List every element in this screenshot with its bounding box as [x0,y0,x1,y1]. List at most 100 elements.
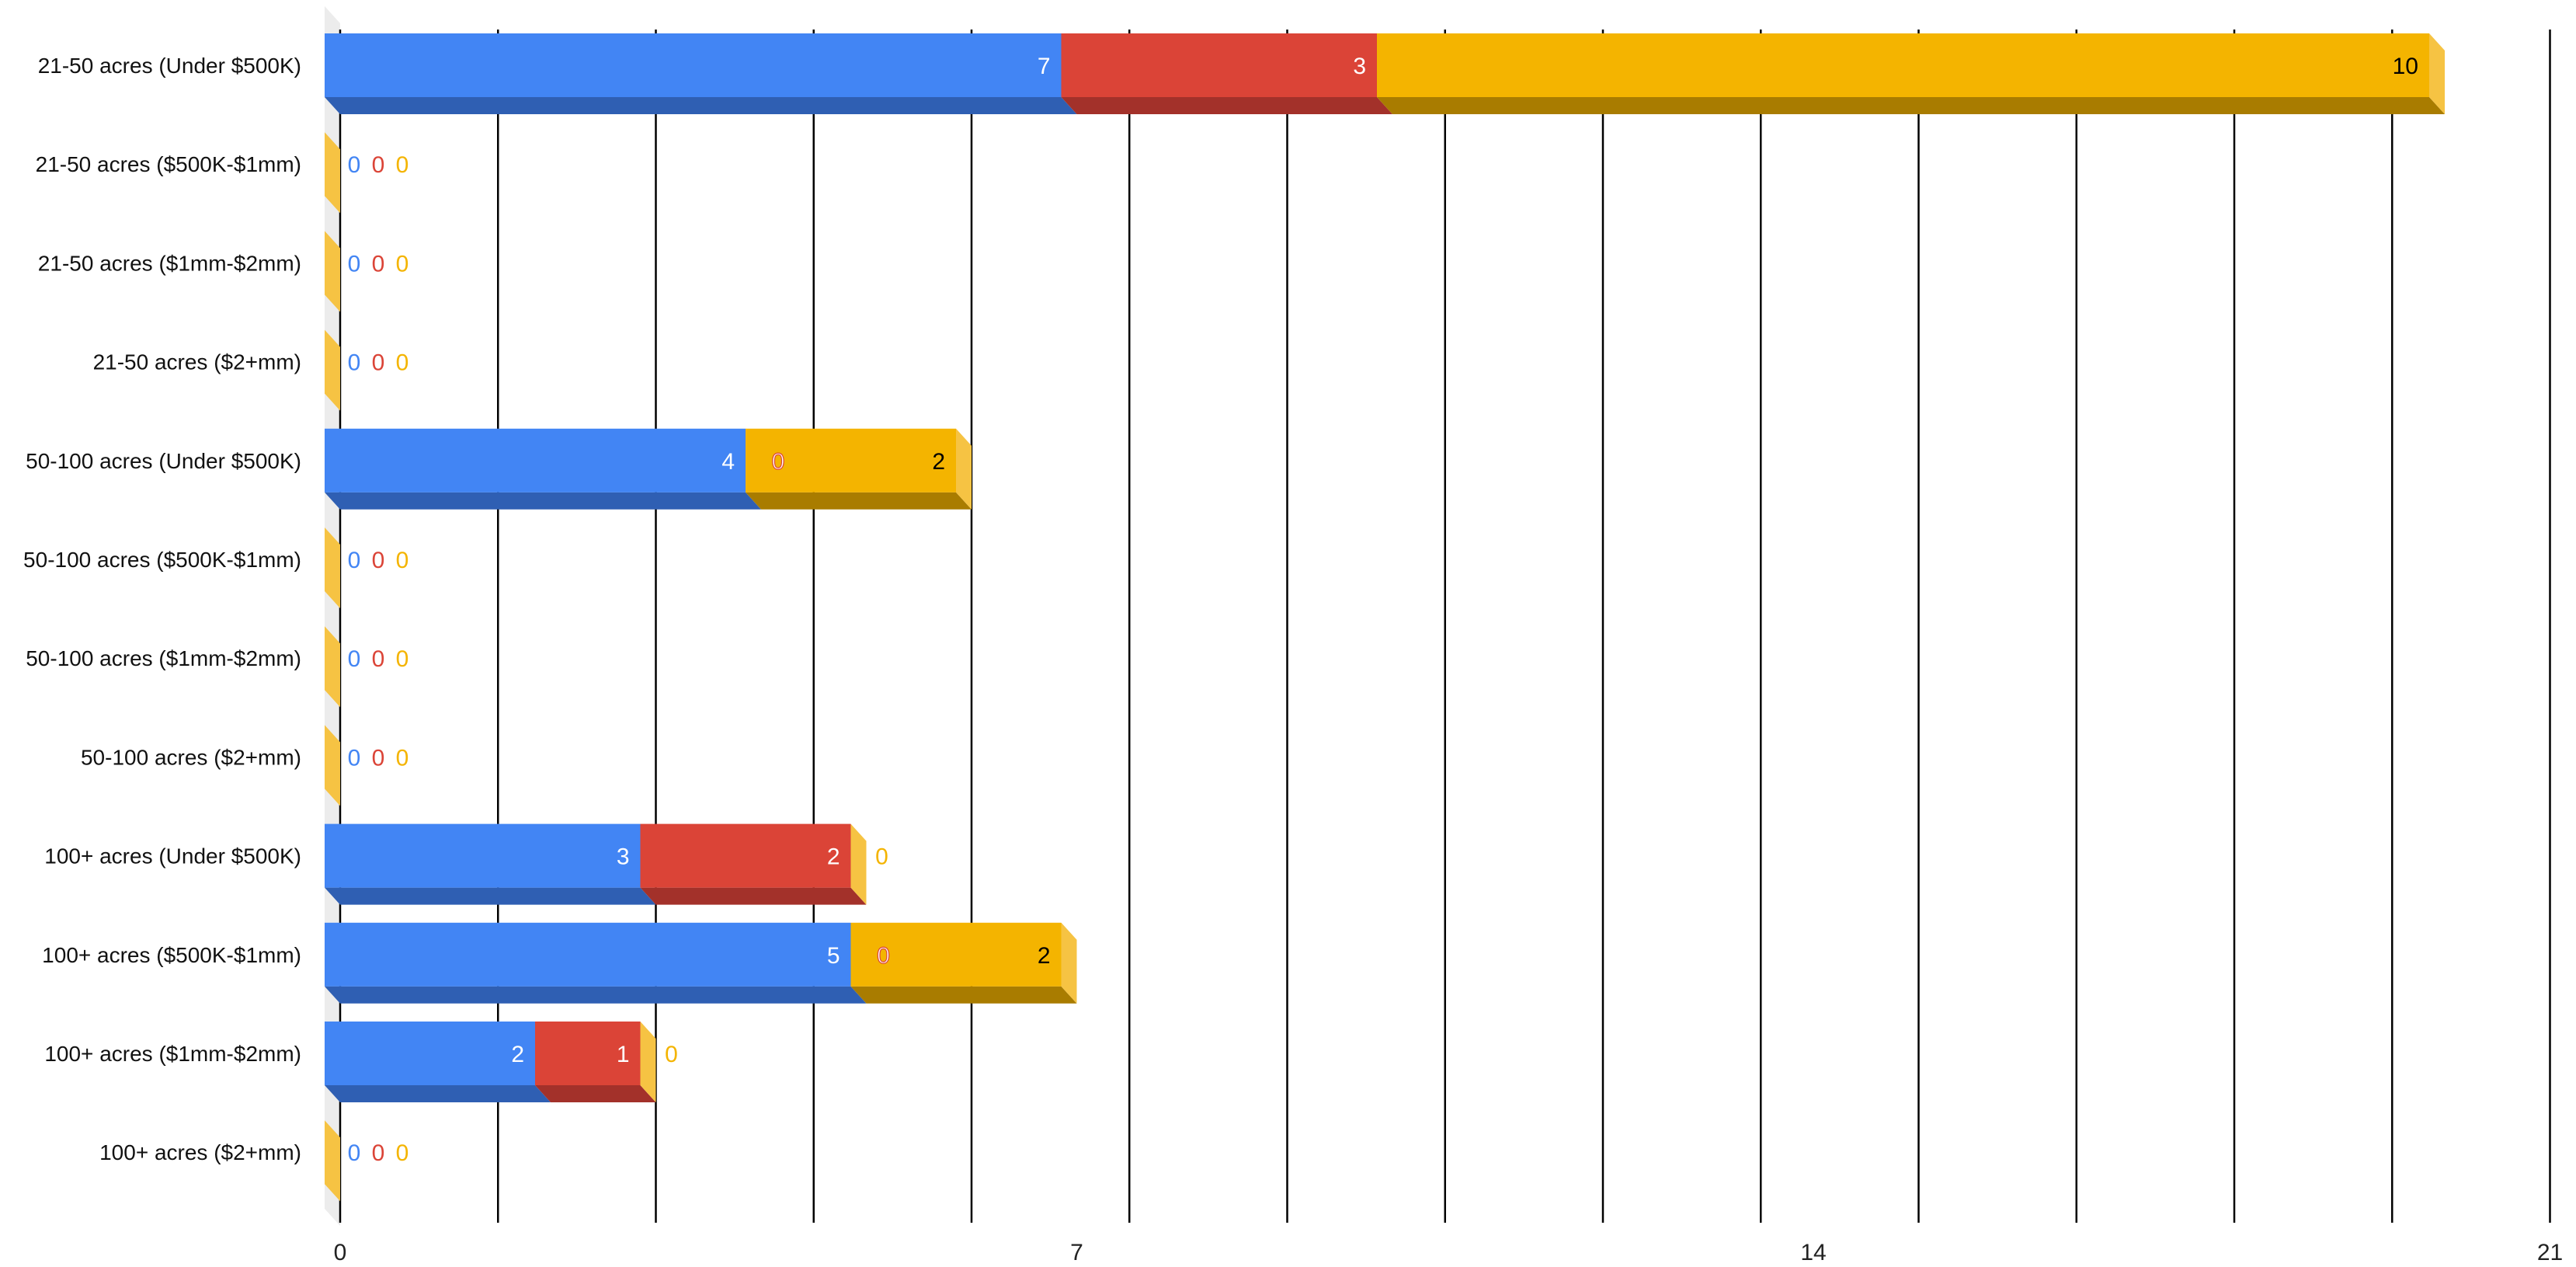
y-category-label: 50-100 acres ($500K-$1mm) [23,548,301,572]
bar-end-cap [1061,922,1077,1004]
bar-end-cap [850,823,867,905]
bar-segment [325,1022,535,1085]
bar-segment-depth [325,887,656,905]
bar-zero-sliver [325,231,340,312]
bar-value-label: 7 [1038,54,1051,79]
bar-zero-sliver [325,329,340,411]
bar-zero-label: 0 [372,646,385,672]
bar-zero-label: 0 [372,1140,385,1166]
bar-value-label: 10 [2393,54,2418,79]
bar-segment [746,428,956,493]
bar-zero-sliver [325,1120,340,1202]
bar-zero-label: 0 [348,745,361,771]
y-category-label: 100+ acres ($2+mm) [99,1140,301,1164]
bar-zero-label: 0 [348,251,361,277]
bar-segment-depth [746,492,972,510]
y-category-label: 50-100 acres (Under $500K) [26,449,301,473]
bar-segment-depth [535,1085,656,1102]
bar-zero-label: 0 [772,449,785,475]
bar-segment [535,1022,641,1085]
chart-left-wall [325,6,340,1226]
x-gridlines [339,30,2551,1223]
y-category-label: 21-50 acres ($2+mm) [93,350,301,374]
x-tick-label: 0 [334,1240,347,1263]
bar-end-cap [956,428,972,510]
y-category-label: 100+ acres (Under $500K) [44,844,301,868]
bar-segment-depth [1377,97,2445,114]
y-category-label: 21-50 acres (Under $500K) [38,54,301,78]
bar-zero-label: 0 [348,350,361,376]
bar-segment [325,922,851,987]
bar-zero-label: 0 [875,844,888,870]
bar-row: 7 3 10 [325,33,2445,114]
bar-segment-depth [325,1085,551,1102]
x-tick-label: 21 [2537,1240,2563,1263]
bar-zero-label: 0 [348,1140,361,1166]
bar-zero-label: 0 [396,745,409,771]
bar-value-label: 2 [827,844,840,870]
bar-zero-label: 0 [372,251,385,277]
bar-segment [325,823,641,888]
bar-row: 4 2 0 [325,428,972,510]
y-axis-labels: 21-50 acres (Under $500K) 21-50 acres ($5… [23,54,301,1164]
y-category-label: 50-100 acres ($1mm-$2mm) [26,646,301,670]
x-tick-label: 14 [1800,1240,1826,1263]
bar-end-cap [2429,33,2445,114]
bar-zero-label: 0 [372,745,385,771]
bar-segment-depth [1061,97,1392,114]
bar-zero-label: 0 [372,350,385,376]
bar-segment-depth [325,97,1077,114]
bar-end-cap [640,1022,656,1102]
y-category-label: 100+ acres ($500K-$1mm) [42,943,301,967]
bar-zero-label: 0 [396,152,409,178]
bar-value-label: 2 [511,1042,524,1067]
bar-zero-sliver [325,626,340,708]
y-category-label: 21-50 acres ($1mm-$2mm) [38,251,301,275]
bar-zero-sliver [325,527,340,608]
bar-zero-label: 0 [665,1042,678,1067]
bar-value-label: 2 [1038,943,1051,969]
bar-value-label: 5 [827,943,840,969]
bar-segment [325,428,746,493]
bar-zero-label: 0 [396,251,409,277]
bar-value-label: 1 [617,1042,630,1067]
bar-row: 3 2 0 [325,823,888,905]
bar-zero-label: 0 [372,548,385,573]
bar-value-label: 4 [721,449,735,475]
bar-zero-sliver [325,132,340,214]
bar-zero-label: 0 [348,152,361,178]
bar-zero-label: 0 [877,943,890,969]
bar-zero-label: 0 [396,350,409,376]
bar-value-label: 3 [1353,54,1366,79]
bar-zero-label: 0 [396,1140,409,1166]
x-tick-label: 7 [1070,1240,1083,1263]
bar-series: 7 3 100 0 00 0 00 0 04 200 0 00 0 00 0 03 2 05 202 1 00 0 0 [325,33,2445,1202]
bar-segment-depth [850,986,1077,1004]
bar-zero-label: 0 [348,548,361,573]
bar-value-label: 3 [617,844,630,870]
bar-row: 5 2 0 [325,922,1077,1004]
bar-zero-label: 0 [348,646,361,672]
bar-segment [325,33,1062,97]
bar-segment [850,922,1062,987]
bar-value-label: 2 [932,449,945,475]
chart-3d-floor [325,6,340,1226]
y-category-label: 50-100 acres ($2+mm) [81,745,301,769]
bar-zero-label: 0 [372,152,385,178]
bar-row: 2 1 0 [325,1022,678,1102]
bar-zero-label: 0 [396,548,409,573]
bar-zero-label: 0 [396,646,409,672]
bar-segment-depth [640,887,867,905]
bar-zero-sliver [325,725,340,806]
bar-segment-depth [325,492,761,510]
y-category-label: 21-50 acres ($500K-$1mm) [36,152,301,176]
